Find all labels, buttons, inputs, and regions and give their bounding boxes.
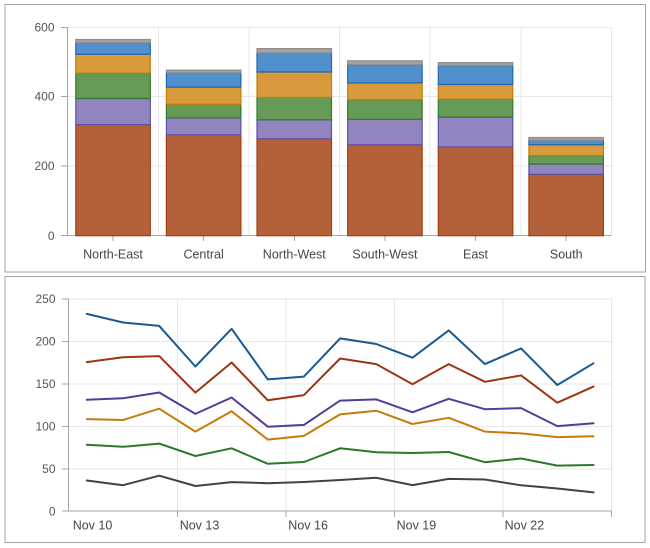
svg-text:400: 400 <box>34 90 54 104</box>
svg-text:0: 0 <box>49 504 56 518</box>
svg-text:East: East <box>463 247 489 261</box>
svg-text:250: 250 <box>35 292 55 306</box>
svg-text:600: 600 <box>34 21 54 35</box>
svg-text:South: South <box>550 247 583 261</box>
svg-text:Central: Central <box>183 247 223 261</box>
svg-text:100: 100 <box>35 420 55 434</box>
svg-text:Nov 22: Nov 22 <box>505 519 545 533</box>
svg-text:50: 50 <box>42 462 56 476</box>
svg-text:0: 0 <box>48 229 55 243</box>
svg-text:North-East: North-East <box>83 247 143 261</box>
svg-text:150: 150 <box>35 377 55 391</box>
svg-text:Nov 10: Nov 10 <box>73 519 113 533</box>
svg-text:South-West: South-West <box>352 247 418 261</box>
svg-text:North-West: North-West <box>263 247 327 261</box>
svg-text:Nov 13: Nov 13 <box>180 519 220 533</box>
svg-text:200: 200 <box>34 159 54 173</box>
svg-text:Nov 16: Nov 16 <box>288 519 328 533</box>
svg-text:Nov 19: Nov 19 <box>397 519 437 533</box>
svg-text:200: 200 <box>35 335 55 349</box>
